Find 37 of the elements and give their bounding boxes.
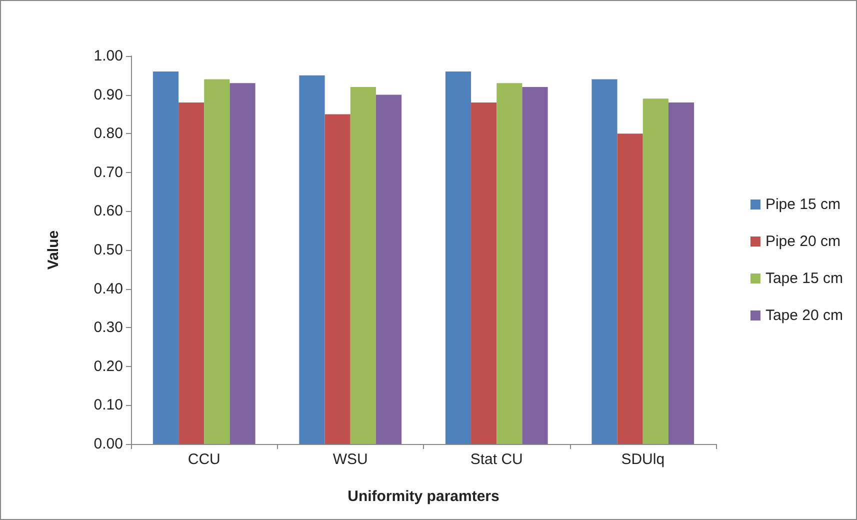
bar: [471, 102, 497, 444]
y-tick-label: 0.60: [94, 202, 123, 220]
y-tick-label: 1.00: [94, 48, 123, 64]
bar: [178, 102, 204, 444]
x-tick-label: Stat CU: [470, 451, 523, 468]
bar: [204, 79, 230, 444]
bar: [324, 114, 350, 444]
y-tick-label: 0.90: [94, 86, 123, 104]
y-tick-label: 0.10: [94, 396, 123, 414]
legend-label: Tape 15 cm: [765, 270, 844, 287]
legend-label: Pipe 15 cm: [765, 196, 841, 213]
y-tick-label: 0.50: [94, 242, 123, 258]
x-tick-label: WSU: [332, 451, 368, 468]
bar: [642, 98, 668, 444]
y-tick-label: 0.30: [94, 319, 123, 336]
y-axis-title: Value: [45, 230, 62, 270]
bar: [496, 83, 522, 444]
bar: [152, 72, 179, 444]
y-tick-label: 0.40: [94, 280, 123, 298]
bar: [522, 87, 548, 444]
y-tick-label: 0.70: [94, 164, 123, 181]
legend-label: Tape 20 cm: [765, 307, 844, 324]
bar: [299, 75, 325, 444]
y-tick-label: 0.20: [94, 358, 123, 375]
bar: [376, 94, 402, 444]
y-tick-label: 0.00: [94, 436, 123, 452]
bar: [617, 134, 643, 444]
x-tick-label: SDUlq: [621, 451, 665, 468]
x-tick-label: CCU: [188, 451, 220, 468]
x-axis-title: Uniformity paramters: [348, 488, 500, 505]
legend-label: Pipe 20 cm: [765, 233, 841, 250]
bar: [445, 72, 472, 444]
bar: [592, 79, 618, 444]
bar: [350, 87, 376, 444]
bar: [668, 102, 694, 444]
bar: [230, 83, 256, 444]
y-tick-label: 0.80: [94, 125, 123, 142]
